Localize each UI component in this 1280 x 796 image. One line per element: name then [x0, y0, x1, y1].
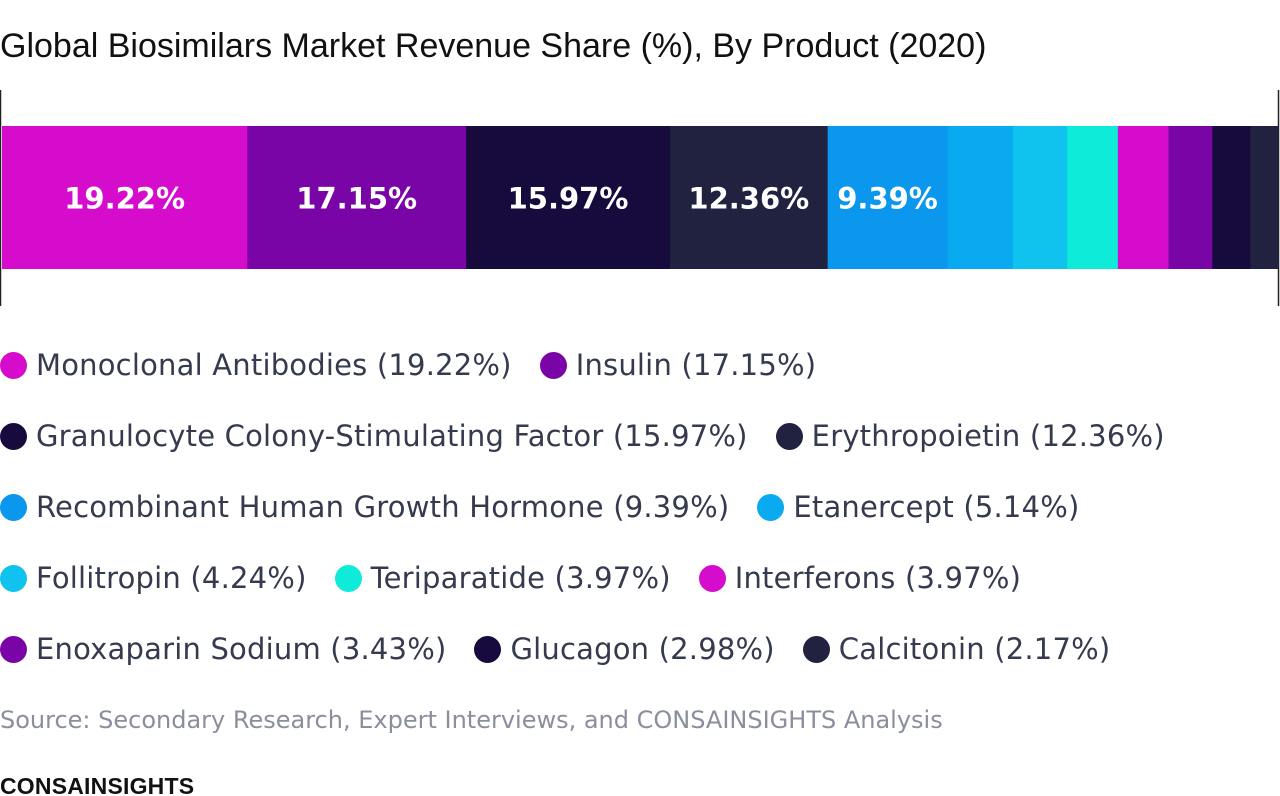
legend-item[interactable]: Recombinant Human Growth Hormone (9.39%)	[0, 490, 729, 524]
legend-item[interactable]: Etanercept (5.14%)	[757, 490, 1079, 524]
bar-segment-monoclonal-antibodies[interactable]	[2, 126, 248, 269]
stacked-bar-chart: 19.22% 17.15% 15.97% 12.36% 9.39%	[0, 90, 1280, 306]
legend-item[interactable]: Monoclonal Antibodies (19.22%)	[0, 348, 512, 382]
brand-logo-text: CONSAINSIGHTS	[0, 773, 195, 796]
legend-label: Glucagon (2.98%)	[510, 632, 775, 666]
legend-item[interactable]: Insulin (17.15%)	[539, 348, 817, 382]
legend-swatch-icon	[0, 422, 27, 450]
chart-legend: Monoclonal Antibodies (19.22%) Insulin (1…	[0, 338, 1280, 693]
bar-segment-interferons[interactable]	[1117, 126, 1169, 269]
legend-label: Erythropoietin (12.36%)	[811, 419, 1165, 453]
data-label: 19.22%	[64, 182, 185, 216]
legend-item[interactable]: Enoxaparin Sodium (3.43%)	[0, 632, 446, 666]
legend-swatch-icon	[775, 422, 803, 450]
legend-swatch-icon	[539, 351, 567, 379]
legend-item[interactable]: Interferons (3.97%)	[698, 561, 1022, 595]
bar-segment-enoxaparin-sodium[interactable]	[1168, 126, 1213, 269]
bar-segment-calcitonin[interactable]	[1250, 126, 1279, 269]
legend-swatch-icon	[474, 635, 502, 663]
legend-swatch-icon	[0, 493, 27, 521]
legend-item[interactable]: Teriparatide (3.97%)	[334, 561, 671, 595]
bar-segment-glucagon[interactable]	[1212, 126, 1251, 269]
data-label: 9.39%	[837, 182, 938, 216]
data-label: 15.97%	[508, 182, 629, 216]
legend-label: Recombinant Human Growth Hormone (9.39%)	[36, 490, 730, 524]
legend-row: Follitropin (4.24%) Teriparatide (3.97%) I…	[0, 551, 1280, 605]
legend-label: Monoclonal Antibodies (19.22%)	[36, 348, 512, 382]
legend-label: Insulin (17.15%)	[575, 348, 817, 382]
legend-row: Recombinant Human Growth Hormone (9.39%)…	[0, 480, 1280, 534]
legend-label: Calcitonin (2.17%)	[838, 632, 1111, 666]
legend-swatch-icon	[0, 351, 27, 379]
legend-swatch-icon	[0, 635, 27, 663]
bar-segment-granulocyte-colony-stimulating-factor[interactable]	[466, 126, 671, 269]
legend-row: Monoclonal Antibodies (19.22%) Insulin (1…	[0, 338, 1280, 392]
legend-swatch-icon	[334, 564, 362, 592]
legend-item[interactable]: Erythropoietin (12.36%)	[775, 419, 1165, 453]
bar-segment-erythropoietin[interactable]	[669, 126, 829, 269]
legend-label: Granulocyte Colony-Stimulating Factor (1…	[36, 419, 748, 453]
legend-label: Teriparatide (3.97%)	[370, 561, 671, 595]
legend-label: Enoxaparin Sodium (3.43%)	[36, 632, 447, 666]
legend-row: Granulocyte Colony-Stimulating Factor (1…	[0, 409, 1280, 463]
legend-swatch-icon	[0, 564, 27, 592]
source-note: Source: Secondary Research, Expert Inter…	[0, 706, 943, 734]
chart-svg: 19.22% 17.15% 15.97% 12.36% 9.39%	[0, 90, 1280, 306]
legend-item[interactable]: Follitropin (4.24%)	[0, 561, 307, 595]
legend-swatch-icon	[757, 493, 785, 521]
legend-row: Enoxaparin Sodium (3.43%) Glucagon (2.98%…	[0, 622, 1280, 676]
bar-segment-follitropin[interactable]	[1013, 126, 1068, 269]
bar-segment-insulin[interactable]	[247, 126, 467, 269]
legend-label: Etanercept (5.14%)	[793, 490, 1080, 524]
data-label: 17.15%	[296, 182, 417, 216]
legend-swatch-icon	[802, 635, 830, 663]
legend-label: Follitropin (4.24%)	[36, 561, 307, 595]
bar-segment-recombinant-human-growth-hormone[interactable]	[827, 126, 948, 269]
legend-item[interactable]: Glucagon (2.98%)	[474, 632, 775, 666]
data-label: 12.36%	[688, 182, 809, 216]
legend-label: Interferons (3.97%)	[734, 561, 1022, 595]
legend-item[interactable]: Calcitonin (2.17%)	[802, 632, 1111, 666]
bar-segment-etanercept[interactable]	[947, 126, 1014, 269]
legend-item[interactable]: Granulocyte Colony-Stimulating Factor (1…	[0, 419, 748, 453]
bar-segment-teriparatide[interactable]	[1067, 126, 1119, 269]
legend-swatch-icon	[698, 564, 726, 592]
chart-title: Global Biosimilars Market Revenue Share …	[0, 27, 987, 65]
